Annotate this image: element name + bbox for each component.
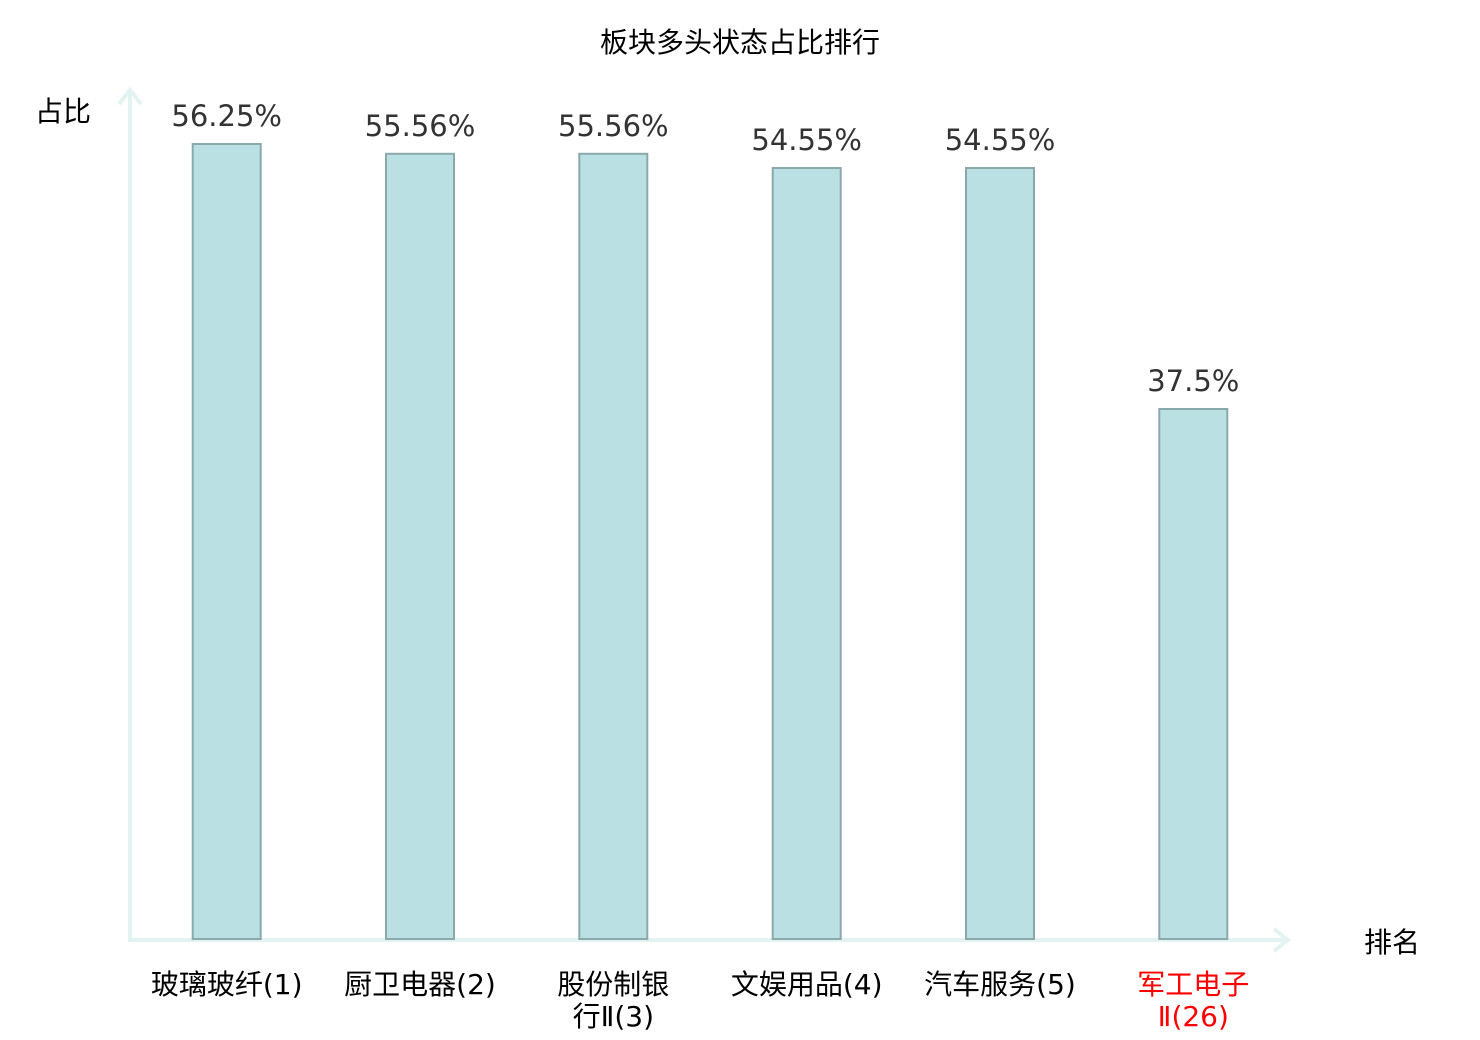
category-label-6: 军工电子 Ⅱ(26) [1137, 968, 1249, 1033]
category-label-1: 玻璃玻纤(1) [151, 968, 303, 1001]
category-label-line: 厨卫电器(2) [344, 968, 496, 1001]
value-label-3: 55.56% [558, 109, 669, 143]
value-labels-group: 56.25% 55.56% 55.56% 54.55% 54.55% 37.5% [171, 99, 1239, 398]
category-label-line: 行Ⅱ(3) [573, 1000, 654, 1033]
category-label-line: 军工电子 [1137, 968, 1249, 1001]
category-label-line: 股份制银 [557, 968, 669, 1001]
x-axis [128, 927, 1292, 953]
value-label-6: 37.5% [1147, 364, 1239, 398]
bar-6 [1158, 408, 1229, 940]
y-axis-label: 占比 [35, 95, 91, 128]
category-label-line: 玻璃玻纤(1) [151, 968, 303, 1001]
value-label-1: 56.25% [171, 99, 282, 133]
bar-4 [771, 167, 842, 940]
value-label-5: 54.55% [945, 123, 1056, 157]
bars-group [191, 143, 1229, 941]
value-label-4: 54.55% [751, 123, 862, 157]
category-labels-group: 玻璃玻纤(1) 厨卫电器(2) 股份制银行Ⅱ(3) 文娱用品(4) 汽车服务(5) 军工电… [151, 968, 1249, 1033]
chart-title: 板块多头状态占比排行 [600, 26, 880, 59]
bar-1 [191, 143, 262, 940]
x-axis-label: 排名 [1364, 926, 1420, 959]
category-label-3: 股份制银行Ⅱ(3) [557, 968, 669, 1033]
category-label-line: Ⅱ(26) [1158, 1000, 1229, 1033]
category-label-2: 厨卫电器(2) [344, 968, 496, 1001]
value-label-2: 55.56% [365, 109, 476, 143]
category-label-4: 文娱用品(4) [731, 968, 883, 1001]
category-label-line: 文娱用品(4) [731, 968, 883, 1001]
y-axis [117, 86, 143, 940]
bar-3 [578, 152, 649, 941]
bar-5 [965, 167, 1035, 940]
category-label-line: 汽车服务(5) [924, 968, 1076, 1001]
bar-2 [385, 152, 455, 941]
category-label-5: 汽车服务(5) [924, 968, 1076, 1001]
